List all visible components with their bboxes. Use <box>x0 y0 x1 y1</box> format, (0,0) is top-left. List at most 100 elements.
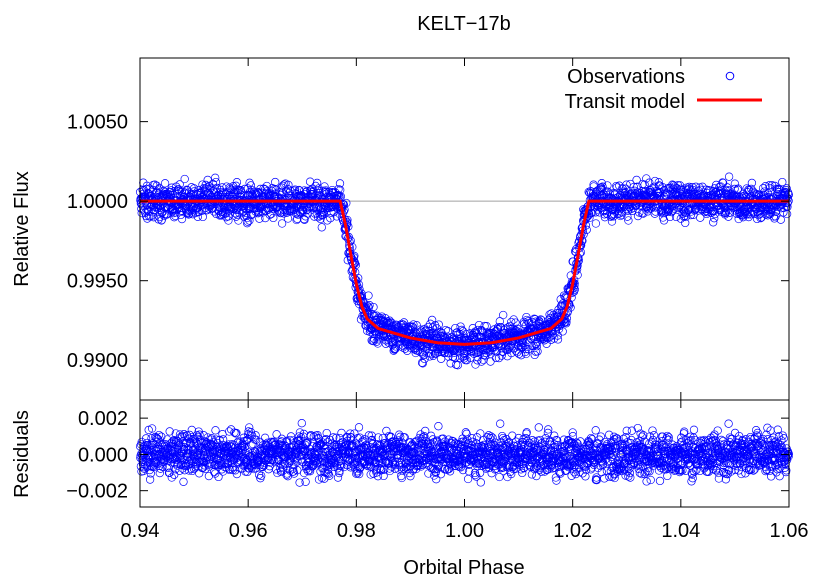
observation-point <box>522 312 531 322</box>
observation-point <box>456 353 465 363</box>
observation-point <box>193 212 202 221</box>
observation-point <box>204 182 214 191</box>
observation-point <box>603 181 612 190</box>
observation-point <box>284 180 293 190</box>
residual-point <box>476 478 485 487</box>
observation-point <box>409 320 418 329</box>
observation-point <box>730 184 739 194</box>
residual-point <box>272 430 281 439</box>
observation-point <box>752 214 762 224</box>
observation-point <box>499 310 508 320</box>
observation-point <box>659 216 669 225</box>
residual-point <box>604 430 614 439</box>
observation-point <box>640 180 649 189</box>
observation-point <box>607 211 616 220</box>
observation-point <box>617 210 626 220</box>
observation-point <box>562 317 571 327</box>
observation-point <box>598 182 607 191</box>
observation-point <box>243 217 252 226</box>
observation-point <box>486 357 495 366</box>
observation-point <box>232 205 241 214</box>
observation-point <box>211 177 221 187</box>
y-axis-label-relative-flux: Relative Flux <box>11 171 33 287</box>
residual-point <box>626 473 635 482</box>
observation-point <box>504 343 514 353</box>
observation-point <box>277 219 287 228</box>
observation-point <box>305 177 315 186</box>
residual-point <box>226 425 236 434</box>
observation-point <box>607 217 617 226</box>
observation-point <box>336 185 345 195</box>
residual-point <box>297 419 306 428</box>
observation-point <box>323 216 332 225</box>
observation-point <box>665 212 675 222</box>
observation-point <box>422 344 431 354</box>
observation-point <box>373 339 382 348</box>
observation-point <box>471 360 480 369</box>
observation-point <box>245 178 254 187</box>
observation-point <box>177 214 187 224</box>
observation-point <box>444 352 453 361</box>
observation-point <box>690 206 699 215</box>
observation-point <box>651 207 660 216</box>
observation-point <box>283 206 292 215</box>
observation-point <box>224 216 233 225</box>
observation-point <box>497 351 506 360</box>
observation-point <box>558 327 567 336</box>
observation-point <box>710 214 719 223</box>
observation-point <box>418 359 427 368</box>
observation-point <box>171 211 180 221</box>
observation-point <box>643 202 652 211</box>
observation-point <box>180 174 189 184</box>
observation-point <box>624 216 633 225</box>
observation-point <box>162 210 172 219</box>
observation-point <box>144 207 153 216</box>
observation-point <box>661 190 670 200</box>
observation-point <box>452 328 461 338</box>
observation-point <box>679 205 688 215</box>
observation-point <box>267 209 276 219</box>
observation-point <box>695 183 704 192</box>
observation-point <box>668 206 677 215</box>
observation-point <box>591 219 601 228</box>
observation-point <box>312 178 322 188</box>
observation-point <box>747 178 757 188</box>
observation-point <box>612 183 621 192</box>
observation-point <box>257 206 266 216</box>
residual-point <box>463 474 473 484</box>
residual-point <box>642 477 651 486</box>
observation-point <box>152 181 161 190</box>
y-tick-label: 0.9950 <box>67 271 128 293</box>
residual-point <box>211 426 220 435</box>
observation-point <box>274 206 283 215</box>
observation-point <box>527 341 536 350</box>
residual-point <box>591 426 600 435</box>
chart-title: KELT−17b <box>417 13 511 35</box>
residual-point <box>179 477 188 486</box>
observation-point <box>691 182 701 191</box>
residual-point <box>314 475 324 484</box>
observation-point <box>605 189 615 198</box>
observation-point <box>335 179 345 188</box>
observation-point <box>679 203 688 212</box>
observation-point <box>553 335 563 344</box>
observation-point <box>533 347 542 356</box>
observation-point <box>456 322 465 331</box>
observation-point <box>224 212 233 221</box>
observation-point <box>211 173 220 182</box>
residual-point <box>649 431 659 440</box>
observation-point <box>681 218 690 228</box>
observation-point <box>245 187 255 197</box>
observation-point <box>642 174 651 183</box>
residual-point <box>257 471 266 480</box>
observation-point <box>177 188 186 197</box>
observation-point <box>507 317 516 327</box>
observation-point <box>441 325 450 335</box>
observation-point <box>544 333 553 343</box>
observation-point <box>734 184 743 193</box>
observation-point <box>676 184 686 193</box>
residual-point <box>496 419 505 428</box>
observation-point <box>750 209 759 218</box>
observation-point <box>283 184 293 194</box>
observation-point <box>365 301 374 310</box>
